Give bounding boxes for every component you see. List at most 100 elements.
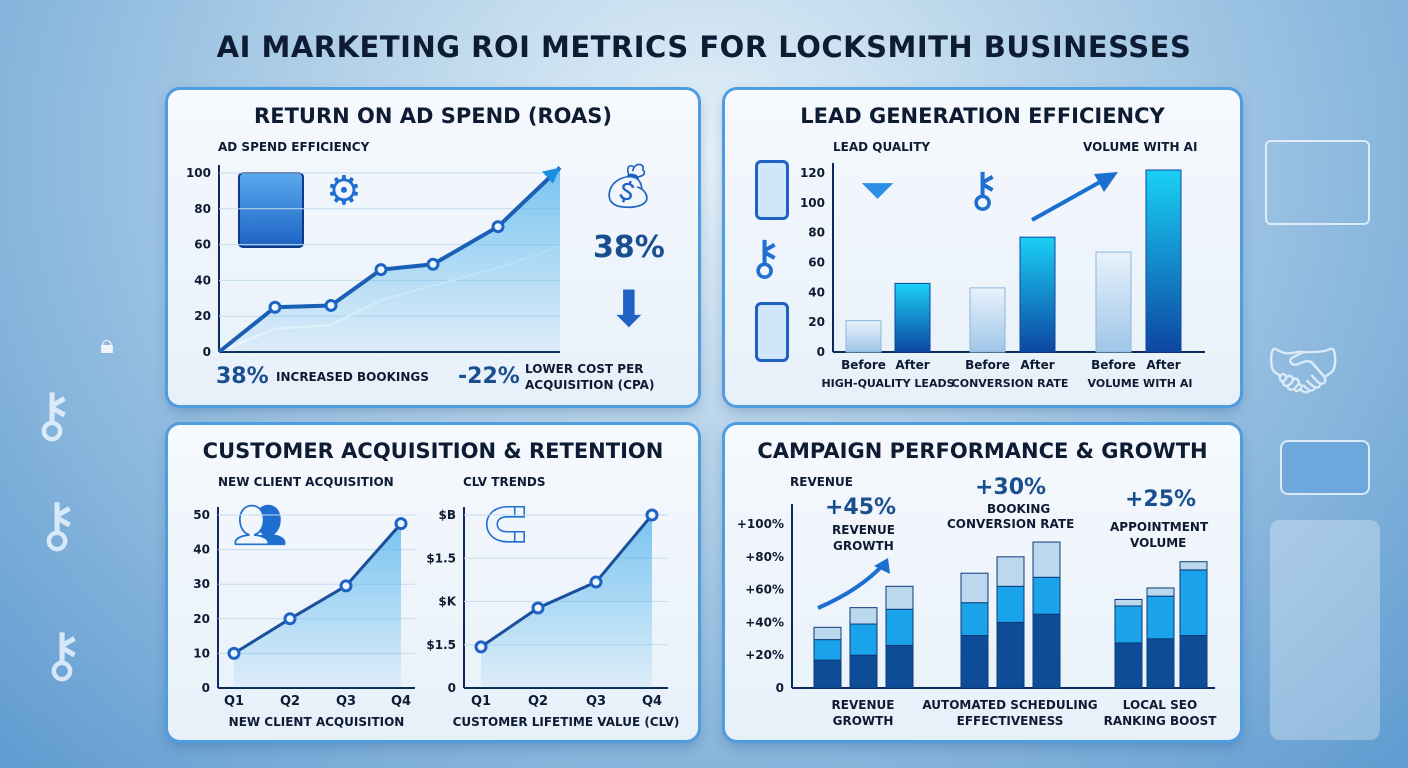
cpa-value: -22% bbox=[458, 364, 520, 389]
users-icon: 👥︎ bbox=[232, 500, 288, 551]
stat-label: APPOINTMENT bbox=[1110, 520, 1209, 534]
x-tick-label: Q1 bbox=[224, 694, 244, 709]
stacked-segment bbox=[1114, 642, 1143, 689]
chart-subtitle: NEW CLIENT ACQUISITION bbox=[218, 475, 394, 489]
data-point bbox=[426, 257, 440, 271]
stacked-segment bbox=[996, 556, 1025, 587]
y-tick-label: 0 bbox=[817, 345, 825, 359]
map-card-icon bbox=[1265, 140, 1370, 225]
group-label: HIGH-QUALITY LEADS bbox=[821, 377, 954, 390]
y-tick-label: $1.5 bbox=[426, 638, 456, 652]
stacked-segment bbox=[813, 659, 842, 689]
stacked-segment bbox=[1114, 605, 1143, 644]
x-tick-label: Q2 bbox=[528, 694, 548, 709]
stacked-segment bbox=[1146, 595, 1175, 640]
data-point bbox=[374, 263, 388, 277]
data-point bbox=[645, 508, 659, 522]
panel-title: CAMPAIGN PERFORMANCE & GROWTH bbox=[757, 439, 1208, 463]
x-tick-label: After bbox=[1020, 358, 1054, 372]
y-tick-label: +60% bbox=[745, 583, 784, 597]
x-tick-label: Q1 bbox=[471, 694, 491, 709]
stat-label: GROWTH bbox=[833, 539, 894, 553]
y-axis-label: REVENUE bbox=[790, 475, 853, 489]
funnel-icon: ⏷ bbox=[860, 165, 896, 216]
data-point bbox=[531, 601, 545, 615]
bookings-value: 38% bbox=[216, 364, 269, 389]
data-point bbox=[283, 612, 297, 626]
x-tick-label: After bbox=[1146, 358, 1180, 372]
y-tick-label: +20% bbox=[745, 648, 784, 662]
money-bag-icon: 💰︎ bbox=[600, 161, 656, 212]
x-tick-label: Q3 bbox=[336, 694, 356, 709]
cpa-label: LOWER COST PER bbox=[525, 362, 644, 376]
group-label: RANKING BOOST bbox=[1104, 714, 1218, 728]
stat-label: REVENUE bbox=[832, 523, 895, 537]
series-line bbox=[233, 522, 403, 655]
y-tick-label: 30 bbox=[193, 577, 210, 591]
group-label: EFFECTIVENESS bbox=[957, 714, 1064, 728]
x-tick-label: Before bbox=[1091, 358, 1136, 372]
x-tick-label: Q4 bbox=[391, 694, 411, 709]
y-tick-label: 0 bbox=[776, 681, 784, 695]
page-title: AI MARKETING ROI METRICS FOR LOCKSMITH B… bbox=[216, 30, 1192, 64]
bookings-label: INCREASED BOOKINGS bbox=[276, 370, 429, 384]
chart-subtitle: CLV TRENDS bbox=[463, 475, 546, 489]
trend-arrowhead bbox=[542, 167, 560, 184]
trend-arrow bbox=[1031, 180, 1101, 222]
group-label: CONVERSION RATE bbox=[952, 377, 1069, 390]
stacked-segment bbox=[885, 644, 914, 689]
bar-before bbox=[969, 287, 1006, 353]
keys-icon: ⚷ bbox=[965, 162, 1001, 218]
data-point bbox=[589, 575, 603, 589]
bar-before bbox=[1095, 251, 1132, 353]
chart-subtitle: VOLUME WITH AI bbox=[1083, 140, 1198, 154]
stacked-segment bbox=[996, 585, 1025, 623]
stacked-segment bbox=[849, 607, 878, 625]
group-label: GROWTH bbox=[833, 714, 894, 728]
stacked-segment bbox=[1032, 613, 1061, 689]
data-point bbox=[474, 640, 488, 654]
x-tick-label: Before bbox=[965, 358, 1010, 372]
y-tick-label: 100 bbox=[800, 196, 825, 210]
x-tick-label: Q4 bbox=[642, 694, 662, 709]
stacked-segment bbox=[813, 639, 842, 661]
down-arrow-icon: ⬇ bbox=[608, 280, 650, 338]
y-tick-label: 80 bbox=[194, 202, 211, 216]
y-tick-label: 100 bbox=[186, 166, 211, 180]
group-label: VOLUME WITH AI bbox=[1088, 377, 1193, 390]
chart-subtitle: LEAD QUALITY bbox=[833, 140, 931, 154]
y-tick-label: 20 bbox=[808, 315, 825, 329]
stat-value: +45% bbox=[825, 495, 897, 520]
x-tick-label: After bbox=[895, 358, 929, 372]
stat-value: +30% bbox=[975, 475, 1047, 500]
key-icon: ⚷ bbox=[40, 620, 84, 690]
trend-arrow bbox=[817, 561, 887, 610]
phone-lock-icon bbox=[755, 160, 789, 220]
stacked-segment bbox=[1032, 541, 1061, 578]
bar-after bbox=[1145, 169, 1182, 353]
stacked-segment bbox=[885, 585, 914, 610]
lock-icon: 🔒︎ bbox=[100, 330, 114, 360]
safe-icon bbox=[238, 172, 304, 248]
y-tick-label: $1.5 bbox=[426, 551, 456, 565]
data-point bbox=[394, 517, 408, 531]
y-tick-label: 60 bbox=[808, 256, 825, 270]
data-point bbox=[491, 220, 505, 234]
stacked-segment bbox=[1179, 569, 1208, 637]
series-line bbox=[480, 514, 654, 649]
panel-title: LEAD GENERATION EFFICIENCY bbox=[800, 104, 1165, 128]
stat-label: BOOKING bbox=[987, 502, 1051, 516]
y-tick-label: +100% bbox=[737, 517, 784, 531]
y-tick-label: 40 bbox=[193, 543, 210, 557]
y-tick-label: 50 bbox=[193, 508, 210, 522]
y-tick-label: 60 bbox=[194, 238, 211, 252]
y-tick-label: $K bbox=[438, 595, 456, 609]
x-axis-label: NEW CLIENT ACQUISITION bbox=[229, 715, 405, 729]
group-label: AUTOMATED SCHEDULING bbox=[922, 698, 1097, 712]
data-point bbox=[227, 646, 241, 660]
stacked-segment bbox=[960, 635, 989, 689]
stacked-segment bbox=[1114, 598, 1143, 607]
gears-icon: ⚙ bbox=[326, 168, 362, 214]
bar-before bbox=[845, 320, 882, 353]
